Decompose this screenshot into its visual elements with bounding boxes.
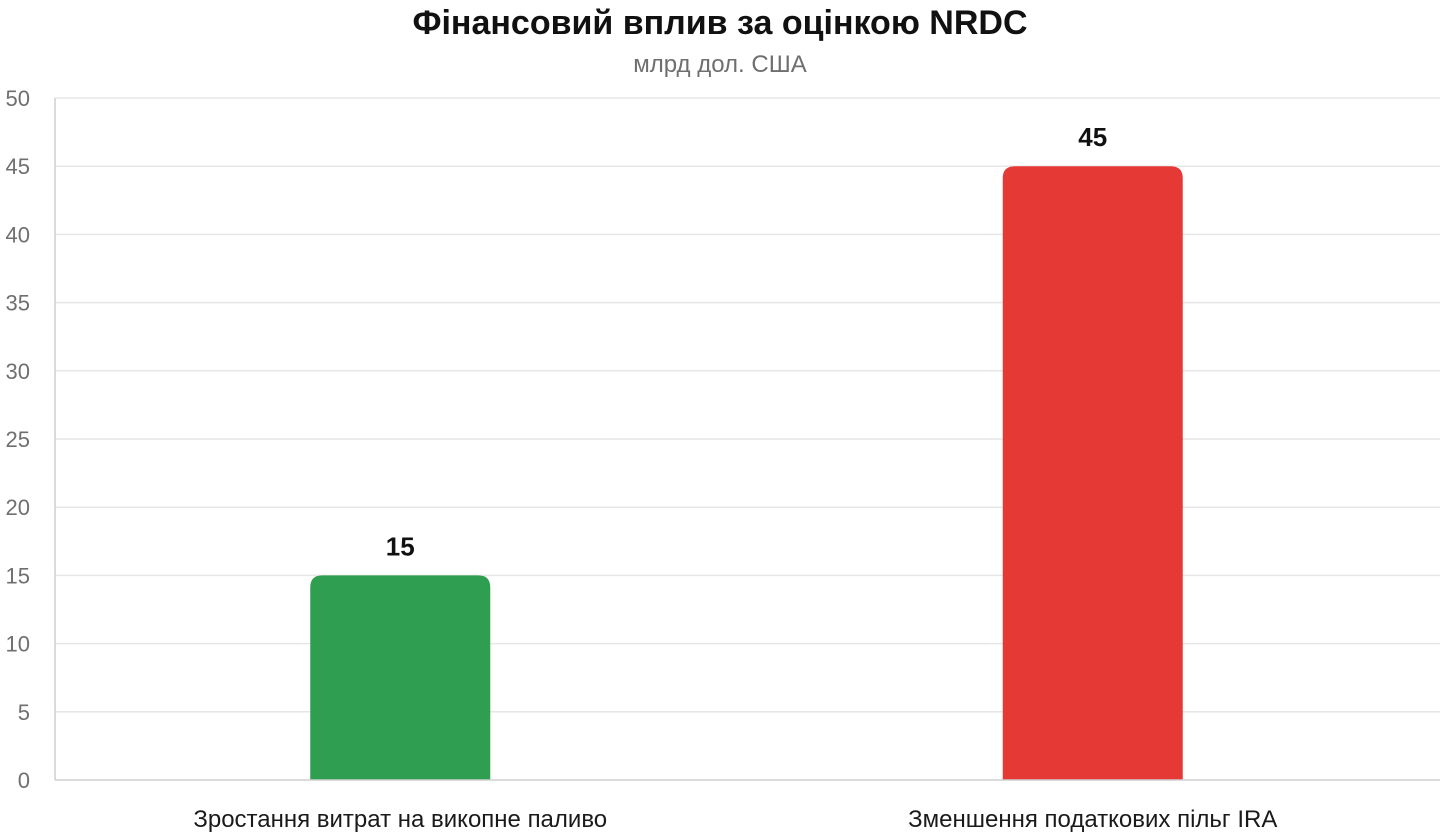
data-label-2: 45 <box>1078 122 1107 152</box>
y-tick-label: 20 <box>6 495 30 520</box>
y-tick-label: 25 <box>6 427 30 452</box>
y-tick-label: 35 <box>6 291 30 316</box>
y-tick-label: 40 <box>6 222 30 247</box>
data-label-1: 15 <box>386 531 415 561</box>
y-tick-label: 0 <box>18 768 30 793</box>
bars <box>310 166 1183 780</box>
y-tick-label: 15 <box>6 563 30 588</box>
chart-subtitle: млрд дол. США <box>633 51 806 78</box>
bar-2 <box>1002 166 1183 780</box>
y-axis: 0 5 10 15 20 25 30 35 40 45 50 <box>6 86 56 793</box>
y-tick-label: 10 <box>6 632 30 657</box>
bar-1 <box>310 575 491 780</box>
x-tick-label-1: Зростання витрат на викопне паливо <box>193 806 607 833</box>
x-tick-label-2: Зменшення податкових пільг IRA <box>908 806 1277 833</box>
chart-title: Фінансовий вплив за оцінкою NRDC <box>412 4 1027 42</box>
gridlines <box>55 97 1440 713</box>
y-tick-label: 5 <box>18 700 30 725</box>
y-tick-label: 45 <box>6 154 30 179</box>
y-tick-label: 30 <box>6 359 30 384</box>
x-axis: Зростання витрат на викопне паливо Зменше… <box>55 779 1440 833</box>
y-tick-label: 50 <box>6 86 30 111</box>
